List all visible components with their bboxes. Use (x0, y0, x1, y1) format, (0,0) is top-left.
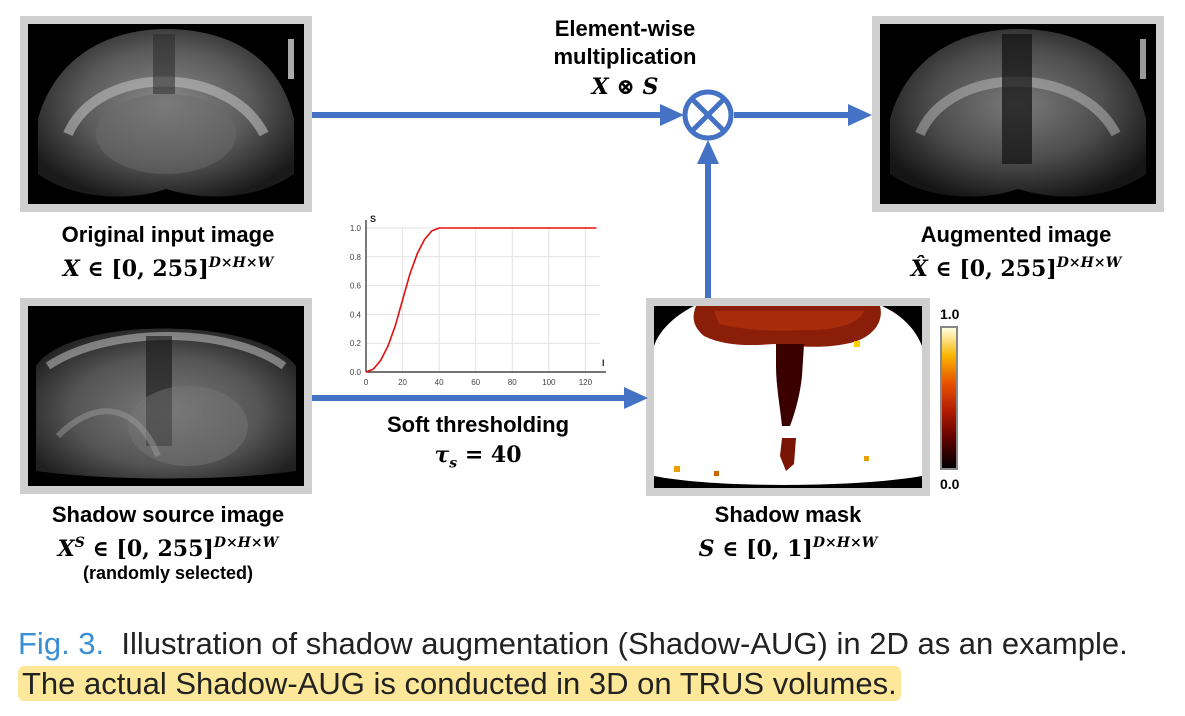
shadow-source-formula-rest: ∈ [0, 255] (84, 536, 214, 562)
shadow-source-label: Shadow source image (51, 502, 285, 527)
chart-x-tick-label: 80 (508, 378, 517, 387)
shadow-mask-formula-sup: D×H×W (812, 535, 878, 551)
chart-y-tick-label: 0.4 (350, 310, 362, 319)
augmented-image-label: Augmented image (920, 222, 1112, 247)
threshold-formula-sub: s (449, 455, 458, 472)
shadow-mask-frame (646, 298, 930, 496)
shadow-mask-image (654, 306, 922, 488)
colorbar-max-label: 1.0 (940, 306, 960, 322)
threshold-formula-rest: = 40 (457, 442, 522, 468)
colorbar (940, 326, 958, 470)
original-formula-rest: ∈ [0, 255] (79, 256, 209, 282)
augmented-image-frame (872, 16, 1164, 212)
chart-x-axis-label: I (602, 358, 605, 368)
figure-caption: Fig. 3. Illustration of shadow augmentat… (18, 624, 1178, 704)
shadow-source-formula-var: X (57, 536, 75, 562)
shadow-mask-label: Shadow mask (714, 502, 862, 527)
original-formula-var: X (62, 256, 80, 282)
chart-y-tick-label: 0.0 (350, 368, 362, 377)
operation-title-line2: multiplication (553, 44, 697, 69)
operation-formula: X ⊗ S (591, 74, 659, 100)
arrow-multiply-to-augmented-head (848, 104, 872, 126)
operation-title-line1: Element-wise (554, 16, 696, 41)
chart-y-tick-label: 0.6 (350, 282, 362, 291)
colorbar-min-label: 0.0 (940, 476, 960, 492)
arrow-original-to-multiply-head (660, 104, 684, 126)
original-image-formula: X ∈ [0, 255]D×H×W (20, 250, 316, 282)
arrow-mask-to-multiply-head (697, 140, 719, 164)
shadow-source-formula-var-sup: S (74, 535, 85, 551)
caption-text: Illustration of shadow augmentation (Sha… (104, 626, 1137, 661)
chart-x-tick-label: 120 (579, 378, 593, 387)
shadow-source-note: (randomly selected) (82, 563, 254, 583)
shadow-mask-formula-rest: ∈ [0, 1] (714, 536, 813, 562)
chart-x-tick-label: 100 (542, 378, 556, 387)
arrow-source-to-mask-head (624, 387, 648, 409)
chart-x-tick-label: 60 (471, 378, 480, 387)
shadow-mask-formula: S ∈ [0, 1]D×H×W (640, 530, 936, 562)
shadow-source-image-frame (20, 298, 312, 494)
chart-series-line (365, 227, 597, 373)
soft-thresholding-label: Soft thresholding (386, 412, 570, 437)
chart-x-tick-label: 0 (364, 378, 369, 387)
chart-y-axis-label: S (370, 214, 376, 224)
soft-threshold-chart: 0 20 40 60 80 100 120 0.0 0.2 0.4 0.6 0.8 1.0 I S (350, 214, 606, 387)
multiply-cross-b (690, 97, 726, 133)
augmented-formula-var: X̂ (910, 256, 928, 282)
chart-y-tick-label: 1.0 (350, 224, 362, 233)
chart-y-tick-label: 0.2 (350, 339, 362, 348)
augmented-ultrasound-image (880, 24, 1156, 204)
original-ultrasound-image (28, 24, 304, 204)
chart-x-tick-label: 40 (435, 378, 444, 387)
original-image-frame (20, 16, 312, 212)
chart-y-tick-label: 0.8 (350, 253, 362, 262)
soft-thresholding-formula: τs = 40 (340, 442, 616, 476)
shadow-source-formula: XS ∈ [0, 255]D×H×W (20, 530, 316, 562)
augmented-formula-sup: D×H×W (1056, 255, 1122, 271)
threshold-formula-var: τ (434, 442, 450, 468)
shadow-source-ultrasound-image (28, 306, 304, 486)
chart-x-tick-label: 20 (398, 378, 407, 387)
original-formula-sup: D×H×W (208, 255, 274, 271)
caption-fig-label: Fig. 3. (18, 626, 105, 661)
shadow-mask-formula-var: S (698, 536, 715, 562)
augmented-image-formula: X̂ ∈ [0, 255]D×H×W (868, 250, 1164, 282)
original-image-label: Original input image (61, 222, 275, 247)
caption-highlight: The actual Shadow-AUG is conducted in 3D… (18, 666, 901, 701)
shadow-source-formula-sup: D×H×W (213, 535, 279, 551)
augmented-formula-rest: ∈ [0, 255] (927, 256, 1057, 282)
